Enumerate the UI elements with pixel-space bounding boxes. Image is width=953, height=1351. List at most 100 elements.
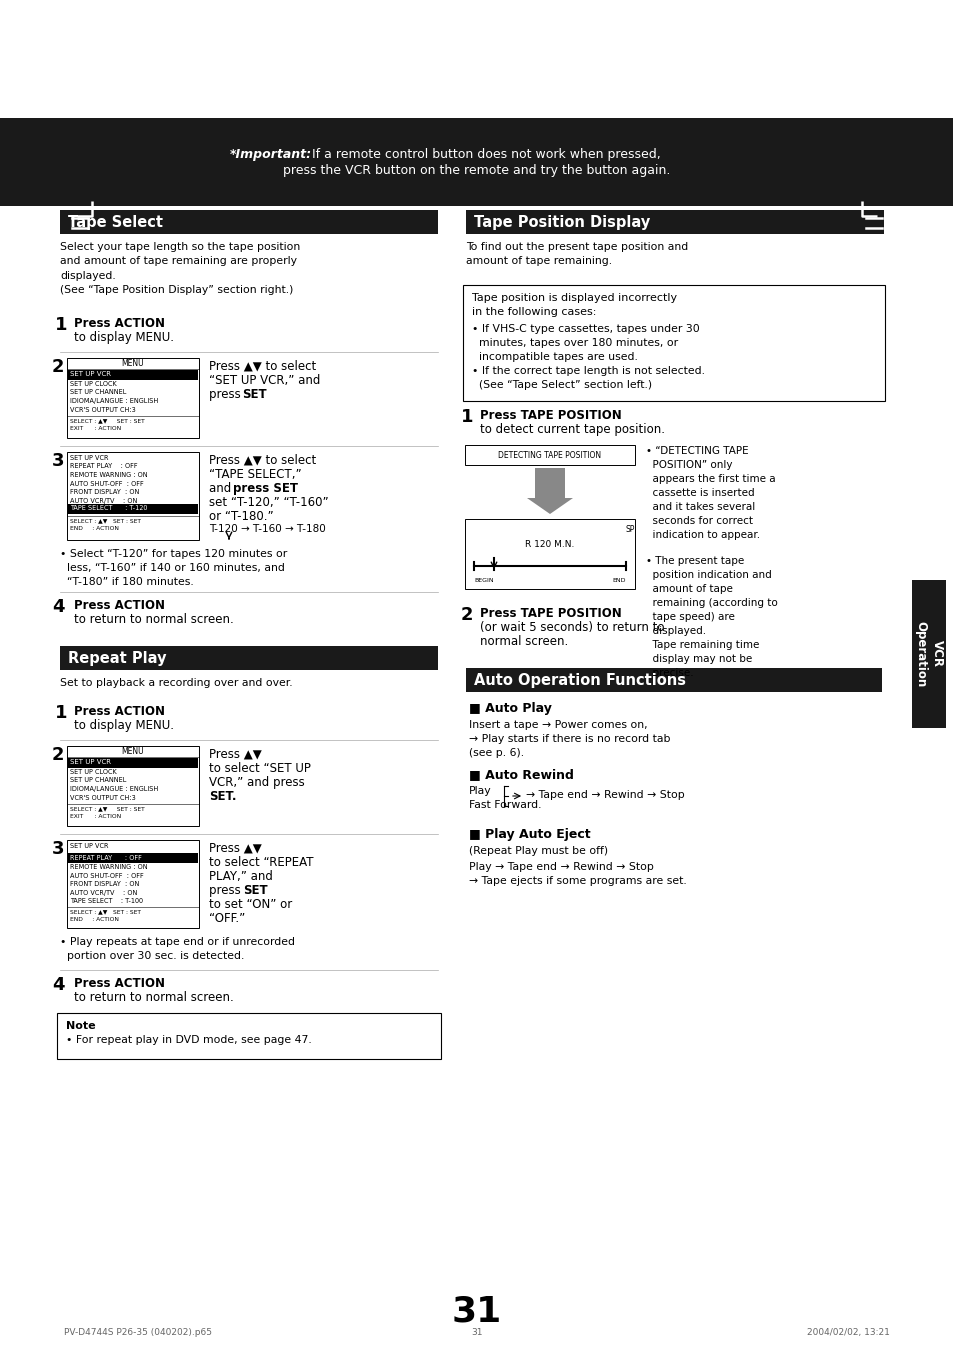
Text: (or wait 5 seconds) to return to: (or wait 5 seconds) to return to	[479, 621, 664, 634]
Text: • If VHS-C type cassettes, tapes under 30
  minutes, tapes over 180 minutes, or
: • If VHS-C type cassettes, tapes under 3…	[472, 324, 699, 362]
Text: *Important:: *Important:	[230, 149, 312, 161]
Text: → Tape ejects if some programs are set.: → Tape ejects if some programs are set.	[469, 875, 686, 886]
FancyBboxPatch shape	[67, 746, 199, 825]
Text: PLAY,” and: PLAY,” and	[209, 870, 276, 884]
FancyBboxPatch shape	[68, 504, 198, 513]
Text: SET UP CHANNEL: SET UP CHANNEL	[70, 389, 126, 396]
Text: 1: 1	[55, 316, 68, 334]
Text: REMOTE WARNING : ON: REMOTE WARNING : ON	[70, 471, 148, 478]
Text: .: .	[261, 388, 265, 401]
Text: to return to normal screen.: to return to normal screen.	[74, 992, 233, 1004]
Text: BEGIN: BEGIN	[474, 578, 493, 584]
Text: SELECT : ▲▼   SET : SET: SELECT : ▲▼ SET : SET	[70, 909, 141, 915]
Text: Tape Position Display: Tape Position Display	[474, 215, 650, 230]
Text: END     : ACTION: END : ACTION	[70, 917, 119, 921]
Text: press: press	[209, 884, 244, 897]
FancyBboxPatch shape	[60, 646, 437, 670]
FancyBboxPatch shape	[465, 209, 883, 234]
Text: (Repeat Play must be off): (Repeat Play must be off)	[469, 846, 607, 857]
Text: 1: 1	[55, 704, 68, 721]
Text: TAPE SELECT    : T-100: TAPE SELECT : T-100	[70, 898, 143, 904]
Text: to display MENU.: to display MENU.	[74, 331, 173, 345]
Text: SET UP VCR: SET UP VCR	[70, 759, 111, 766]
Text: SET: SET	[242, 388, 266, 401]
Text: and: and	[209, 482, 234, 494]
Text: Press TAPE POSITION: Press TAPE POSITION	[479, 409, 621, 422]
Text: EXIT      : ACTION: EXIT : ACTION	[70, 426, 121, 431]
Text: REMOTE WARNING : ON: REMOTE WARNING : ON	[70, 865, 148, 870]
Text: to set “ON” or: to set “ON” or	[209, 898, 292, 911]
Text: Select your tape length so the tape position
and amount of tape remaining are pr: Select your tape length so the tape posi…	[60, 242, 300, 296]
Text: *Important:: *Important:	[436, 143, 517, 155]
Text: • For repeat play in DVD mode, see page 47.: • For repeat play in DVD mode, see page …	[66, 1035, 312, 1046]
Text: Press TAPE POSITION: Press TAPE POSITION	[479, 607, 621, 620]
Text: If a remote control button does not work when pressed,: If a remote control button does not work…	[308, 143, 660, 155]
Text: 2: 2	[460, 607, 473, 624]
Text: Note: Note	[66, 1021, 95, 1031]
Text: “TAPE SELECT,”: “TAPE SELECT,”	[209, 467, 301, 481]
Text: SET UP CHANNEL: SET UP CHANNEL	[70, 777, 126, 784]
Text: ■ Play Auto Eject: ■ Play Auto Eject	[469, 828, 590, 842]
Text: Auto Operation Functions: Auto Operation Functions	[474, 673, 685, 688]
Text: to select “REPEAT: to select “REPEAT	[209, 857, 314, 869]
Text: Insert a tape → Power comes on,
→ Play starts if there is no record tab
(see p. : Insert a tape → Power comes on, → Play s…	[469, 720, 670, 758]
Text: Play → Tape end → Rewind → Stop: Play → Tape end → Rewind → Stop	[469, 862, 653, 871]
Text: 3: 3	[52, 453, 65, 470]
Text: press the VCR button on the remote and try the button again.: press the VCR button on the remote and t…	[283, 163, 670, 177]
Text: SET UP VCR: SET UP VCR	[70, 372, 111, 377]
Text: • Select “T-120” for tapes 120 minutes or
  less, “T-160” if 140 or 160 minutes,: • Select “T-120” for tapes 120 minutes o…	[60, 549, 287, 586]
Text: Press ▲▼ to select: Press ▲▼ to select	[209, 454, 315, 467]
Text: Press ACTION: Press ACTION	[74, 317, 165, 330]
Text: AUTO VCR/TV    : ON: AUTO VCR/TV : ON	[70, 889, 137, 896]
Text: to return to normal screen.: to return to normal screen.	[74, 613, 233, 626]
Text: press the VCR button on the remote and try the button again.: press the VCR button on the remote and t…	[283, 159, 670, 172]
Text: VCR,” and press: VCR,” and press	[209, 775, 304, 789]
Text: SP: SP	[625, 526, 635, 534]
FancyBboxPatch shape	[465, 667, 882, 692]
Text: R 120 M.N.: R 120 M.N.	[525, 540, 574, 549]
Text: Fast Forward.: Fast Forward.	[469, 800, 541, 811]
Text: Tape Select: Tape Select	[68, 215, 163, 230]
FancyBboxPatch shape	[60, 209, 437, 234]
Text: IDIOMA/LANGUE : ENGLISH: IDIOMA/LANGUE : ENGLISH	[70, 786, 158, 792]
Text: SET UP CLOCK: SET UP CLOCK	[70, 769, 116, 775]
Text: FRONT DISPLAY  : ON: FRONT DISPLAY : ON	[70, 881, 139, 888]
FancyBboxPatch shape	[68, 370, 198, 380]
Text: 4: 4	[52, 975, 65, 994]
Text: 2: 2	[52, 358, 65, 376]
FancyBboxPatch shape	[68, 852, 198, 862]
Text: ■ Auto Rewind: ■ Auto Rewind	[469, 767, 574, 781]
Text: Press ACTION: Press ACTION	[74, 598, 165, 612]
Text: “SET UP VCR,” and: “SET UP VCR,” and	[209, 374, 320, 386]
FancyBboxPatch shape	[57, 1013, 440, 1059]
Text: If a remote control button does not work when pressed,: If a remote control button does not work…	[308, 149, 660, 161]
Text: FRONT DISPLAY  : ON: FRONT DISPLAY : ON	[70, 489, 139, 494]
Text: MENU: MENU	[122, 359, 144, 369]
Text: SET: SET	[243, 884, 268, 897]
Text: to display MENU.: to display MENU.	[74, 719, 173, 732]
FancyBboxPatch shape	[464, 444, 635, 465]
Text: → Tape end → Rewind → Stop: → Tape end → Rewind → Stop	[525, 790, 684, 800]
Text: • “DETECTING TAPE
  POSITION” only
  appears the first time a
  cassette is inse: • “DETECTING TAPE POSITION” only appears…	[645, 446, 775, 540]
Text: to detect current tape position.: to detect current tape position.	[479, 423, 664, 436]
Text: 1: 1	[460, 408, 473, 426]
Text: END: END	[612, 578, 625, 584]
Text: or “T-180.”: or “T-180.”	[209, 509, 274, 523]
Text: T-120 → T-160 → T-180: T-120 → T-160 → T-180	[209, 524, 325, 534]
FancyBboxPatch shape	[68, 758, 198, 767]
Text: SET UP VCR: SET UP VCR	[70, 455, 109, 461]
Text: DETECTING TAPE POSITION: DETECTING TAPE POSITION	[497, 450, 601, 459]
Text: SET.: SET.	[209, 790, 236, 802]
Text: SET UP VCR: SET UP VCR	[70, 843, 109, 848]
FancyBboxPatch shape	[462, 285, 884, 401]
Text: “OFF.”: “OFF.”	[209, 912, 245, 925]
FancyBboxPatch shape	[535, 467, 564, 499]
Text: REPEAT PLAY      : OFF: REPEAT PLAY : OFF	[70, 854, 142, 861]
Text: SELECT : ▲▼   SET : SET: SELECT : ▲▼ SET : SET	[70, 517, 141, 523]
Text: press SET: press SET	[233, 482, 297, 494]
Text: Press ▲▼: Press ▲▼	[209, 842, 261, 855]
Text: Play: Play	[469, 786, 491, 796]
Text: *Important:: *Important:	[230, 143, 312, 155]
Text: AUTO SHUT-OFF  : OFF: AUTO SHUT-OFF : OFF	[70, 481, 144, 486]
Text: MENU: MENU	[122, 747, 144, 757]
